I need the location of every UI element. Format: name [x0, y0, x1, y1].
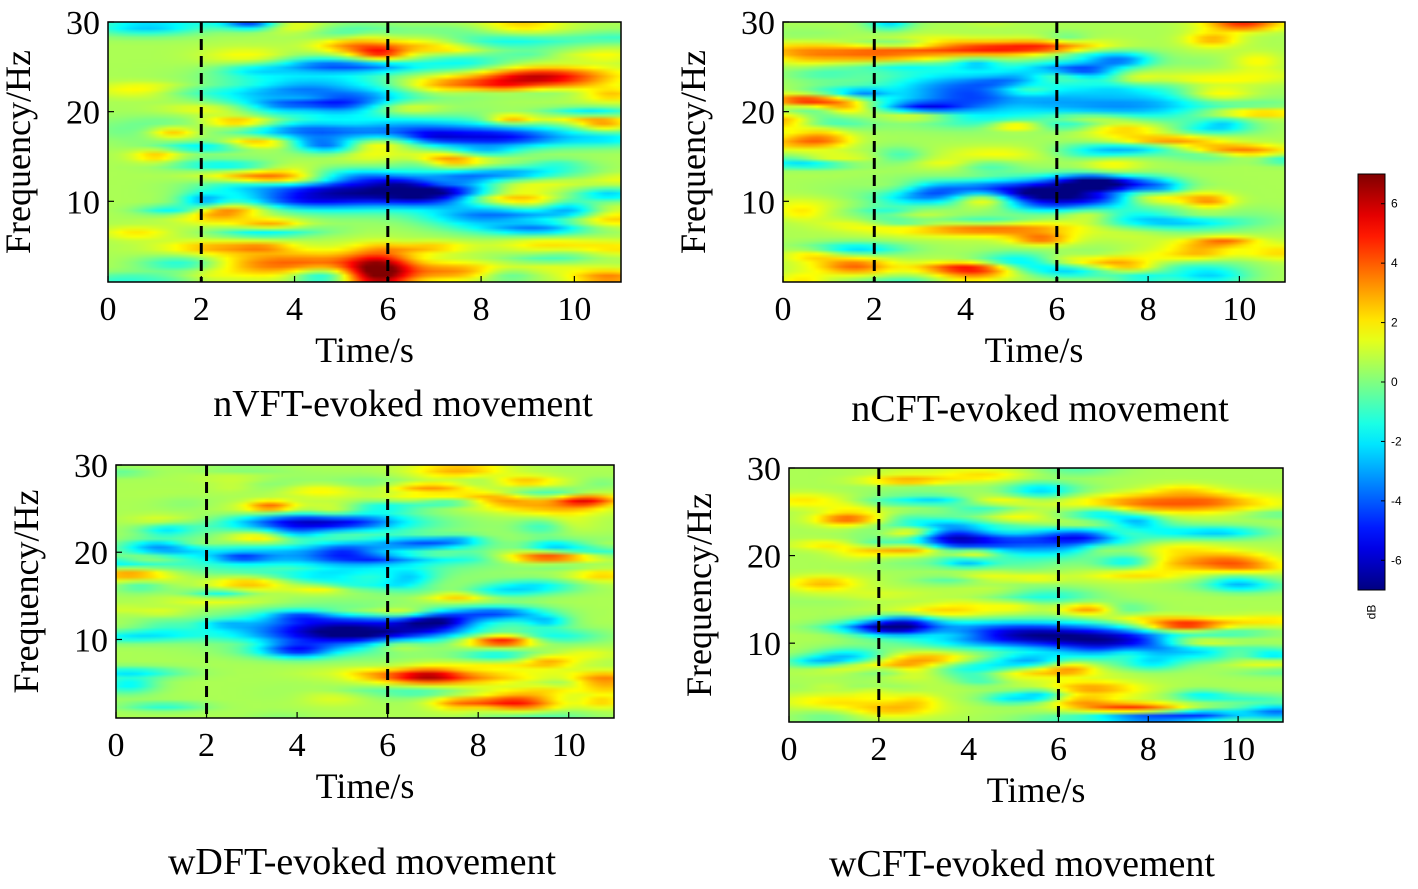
x-tick-label: 8 [470, 727, 487, 764]
spectrogram-panel-2: 0 2 4 6 8 10 10 20 30 Time/s Frequency/Hz nCFT-evok… [673, 5, 1286, 430]
y-tick-label: 30 [66, 5, 100, 42]
x-tick-label: 6 [1050, 731, 1067, 768]
x-tick-label: 8 [1140, 731, 1157, 768]
colorbar-tick-label: 6 [1391, 197, 1398, 211]
heatmap-image [116, 465, 614, 718]
spectrogram-panel-4: 0 2 4 6 8 10 10 20 30 Time/s Frequency/Hz wCFT-evok… [679, 451, 1284, 885]
y-axis-label: Frequency/Hz [0, 50, 38, 254]
panel-caption: wCFT-evoked movement [829, 843, 1215, 885]
colorbar: 6 4 2 0 -2 -4 -6 dB [1357, 173, 1402, 620]
x-axis-label: Time/s [985, 330, 1084, 370]
y-tick-label: 10 [747, 626, 781, 663]
y-tick-label: 20 [741, 95, 775, 132]
y-axis-label: Frequency/Hz [673, 50, 713, 254]
colorbar-tick-label: 0 [1391, 375, 1398, 389]
y-axis-label: Frequency/Hz [6, 490, 46, 694]
x-tick-label: 6 [379, 291, 396, 328]
y-tick-label: 30 [741, 5, 775, 42]
x-tick-label: 6 [1048, 291, 1065, 328]
x-tick-label: 0 [108, 727, 125, 764]
colorbar-tick-label: -6 [1391, 553, 1402, 567]
colorbar-label: dB [1365, 605, 1379, 620]
spectrogram-panel-3: 0 2 4 6 8 10 10 20 30 Time/s Frequency/Hz wDFT-evok… [6, 448, 615, 883]
axes-frame [782, 21, 1286, 283]
colorbar-tick-label: -4 [1391, 494, 1402, 508]
x-tick-label: 0 [775, 291, 792, 328]
panel-caption: wDFT-evoked movement [168, 841, 556, 883]
x-tick-label: 10 [1222, 291, 1256, 328]
axes-frame [115, 464, 615, 719]
y-tick-label: 30 [747, 451, 781, 488]
x-tick-label: 2 [870, 731, 887, 768]
x-tick-label: 2 [866, 291, 883, 328]
x-tick-label: 4 [286, 291, 303, 328]
x-tick-label: 6 [379, 727, 396, 764]
y-tick-label: 10 [74, 622, 108, 659]
spectrogram-panel-1: 0 2 4 6 8 10 10 20 30 Time/s Frequency/Hz nVFT-evok… [0, 5, 622, 425]
y-tick-label: 10 [741, 184, 775, 221]
x-tick-label: 4 [960, 731, 977, 768]
x-tick-label: 8 [473, 291, 490, 328]
x-tick-label: 4 [289, 727, 306, 764]
y-tick-label: 30 [74, 448, 108, 485]
axes-frame [107, 21, 622, 283]
x-tick-label: 0 [781, 731, 798, 768]
axes-frame [788, 467, 1284, 723]
heatmap-image [789, 468, 1283, 722]
x-tick-label: 0 [100, 291, 117, 328]
colorbar-tick-label: 2 [1391, 316, 1398, 330]
x-tick-label: 2 [193, 291, 210, 328]
heatmap-image [783, 22, 1285, 282]
x-axis-label: Time/s [315, 330, 414, 370]
colorbar-tick-label: 4 [1391, 256, 1398, 270]
y-tick-label: 20 [66, 95, 100, 132]
colorbar-tick-label: -2 [1391, 434, 1402, 448]
panel-caption: nVFT-evoked movement [213, 383, 593, 425]
y-tick-label: 10 [66, 184, 100, 221]
y-tick-label: 20 [747, 539, 781, 576]
x-tick-label: 10 [552, 727, 586, 764]
y-axis-label: Frequency/Hz [679, 493, 719, 697]
x-axis-label: Time/s [316, 766, 415, 806]
panel-caption: nCFT-evoked movement [851, 388, 1229, 430]
heatmap-image [108, 22, 621, 282]
x-axis-label: Time/s [987, 770, 1086, 810]
y-tick-label: 20 [74, 535, 108, 572]
x-tick-label: 4 [957, 291, 974, 328]
x-tick-label: 10 [557, 291, 591, 328]
colorbar-scale [1357, 173, 1386, 591]
x-tick-label: 10 [1221, 731, 1255, 768]
x-tick-label: 8 [1140, 291, 1157, 328]
x-tick-label: 2 [198, 727, 215, 764]
